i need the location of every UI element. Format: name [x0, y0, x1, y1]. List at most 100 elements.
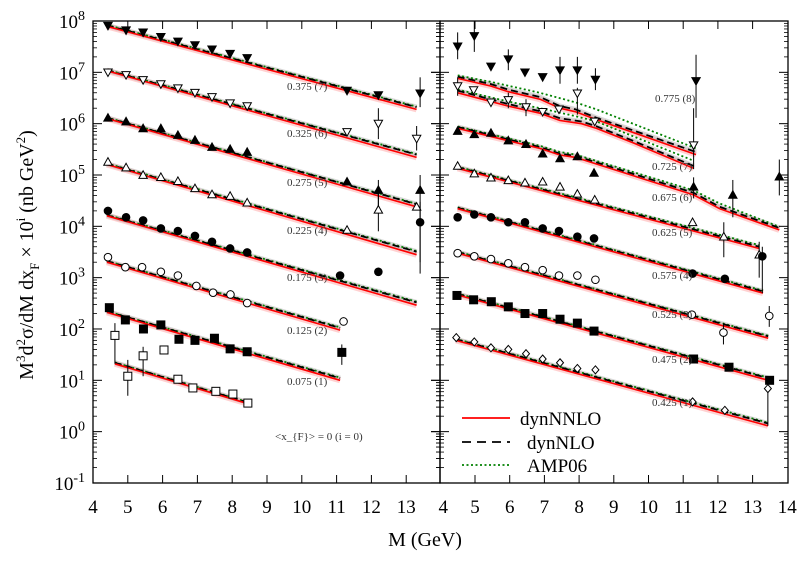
- data-point-open-down-triangle: [373, 119, 384, 129]
- data-point-filled-square: [337, 347, 347, 357]
- data-point-open-circle: [687, 310, 697, 319]
- data-point-open-circle: [339, 317, 348, 326]
- data-point-open-up-triangle: [687, 217, 698, 227]
- data-point-open-circle: [504, 259, 513, 268]
- data-point-open-diamond: [521, 348, 531, 359]
- dynNLO-curve: [455, 338, 769, 425]
- data-point-open-down-triangle: [138, 76, 149, 86]
- data-point-filled-down-triangle: [519, 68, 531, 78]
- dynNLO-curve: [106, 214, 417, 304]
- legend-label: dynNLO: [527, 433, 595, 454]
- data-point-open-up-triangle: [102, 156, 114, 166]
- data-point-filled-down-triangle: [189, 41, 201, 51]
- data-point-open-down-triangle: [102, 68, 114, 78]
- data-point-open-down-triangle: [589, 117, 600, 127]
- data-point-filled-square: [555, 314, 565, 324]
- dynNNLO-curve: [457, 92, 694, 170]
- data-point-open-down-triangle: [155, 80, 166, 90]
- data-point-open-down-triangle: [485, 98, 497, 108]
- data-point-filled-square: [242, 347, 252, 357]
- data-point-open-diamond: [591, 365, 600, 375]
- data-point-filled-circle: [554, 226, 564, 236]
- x-tick-label: 11: [327, 497, 345, 518]
- dynNLO-curve: [106, 116, 417, 206]
- data-point-filled-up-triangle: [688, 181, 699, 191]
- data-point-filled-down-triangle: [172, 37, 183, 47]
- data-point-filled-down-triangle: [155, 33, 166, 43]
- y-tick-label: 107: [59, 60, 85, 84]
- data-point-filled-circle: [486, 212, 496, 222]
- y-tick-label: 10-1: [54, 471, 85, 495]
- data-point-filled-circle: [470, 210, 479, 219]
- x-tick-label: 8: [227, 497, 237, 518]
- data-point-open-square: [188, 383, 198, 393]
- data-point-filled-down-triangle: [537, 73, 548, 83]
- data-point-filled-up-triangle: [485, 127, 497, 137]
- data-point-open-circle: [591, 275, 600, 285]
- data-point-filled-up-triangle: [138, 123, 149, 133]
- data-point-open-down-triangle: [572, 89, 583, 99]
- x-tick-label: 11: [674, 497, 692, 518]
- data-point-filled-down-triangle: [690, 77, 702, 87]
- dynNLO-curve: [106, 260, 341, 329]
- x-axis-label: M (GeV): [388, 529, 462, 551]
- dynNNLO-curve: [106, 163, 417, 256]
- data-point-filled-up-triangle: [341, 176, 353, 186]
- x-tick-label: 14: [778, 497, 798, 518]
- data-point-filled-up-triangle: [520, 138, 532, 148]
- x-tick-label: 10: [639, 497, 658, 518]
- dynNLO-curve: [457, 166, 760, 248]
- data-point-filled-square: [156, 320, 166, 330]
- data-point-filled-up-triangle: [206, 141, 218, 151]
- data-point-filled-up-triangle: [225, 143, 236, 153]
- x-tick-label: 10: [292, 497, 311, 518]
- data-point-open-square: [211, 386, 221, 396]
- data-point-filled-square: [469, 295, 479, 305]
- data-point-open-circle: [121, 262, 130, 272]
- series-label: 0.725 (7): [652, 161, 693, 173]
- data-point-filled-down-triangle: [572, 66, 583, 76]
- data-point-filled-circle: [103, 206, 113, 216]
- data-point-filled-circle: [225, 244, 235, 253]
- series-label: 0.425 (1): [652, 397, 693, 409]
- dynNNLO-curve: [457, 207, 764, 294]
- data-point-filled-down-triangle: [452, 42, 463, 52]
- dynNLO-curve: [457, 206, 764, 293]
- data-point-filled-square: [174, 334, 184, 344]
- data-point-filled-up-triangle: [102, 112, 114, 122]
- data-point-filled-up-triangle: [242, 146, 253, 156]
- data-point-open-diamond: [452, 332, 461, 343]
- data-point-open-circle: [538, 265, 547, 275]
- data-point-open-up-triangle: [718, 231, 729, 241]
- data-point-open-diamond: [720, 405, 730, 416]
- series-label: 0.475 (2): [652, 354, 693, 366]
- data-point-filled-down-triangle: [225, 49, 236, 59]
- data-point-filled-down-triangle: [415, 89, 426, 99]
- data-point-filled-square: [765, 375, 775, 385]
- data-point-open-diamond: [763, 383, 773, 394]
- data-point-open-circle: [242, 298, 252, 308]
- dynNNLO-curve: [114, 363, 249, 405]
- data-point-filled-square: [503, 302, 513, 312]
- data-point-open-square: [123, 371, 133, 381]
- data-point-filled-up-triangle: [554, 153, 566, 163]
- dynNNLO-curve: [106, 25, 417, 111]
- y-tick-label: 105: [59, 163, 85, 187]
- data-point-open-diamond: [688, 397, 697, 407]
- x-tick-label: 6: [505, 497, 515, 518]
- data-point-open-down-triangle: [468, 86, 479, 96]
- data-point-filled-down-triangle: [373, 91, 384, 101]
- data-point-filled-circle: [242, 248, 252, 257]
- data-point-open-square: [243, 398, 253, 408]
- series-label: 0.125 (2): [287, 325, 328, 337]
- data-point-open-down-triangle: [121, 71, 132, 81]
- data-point-filled-square: [520, 309, 530, 319]
- panel-left-border: [92, 20, 441, 484]
- data-point-filled-circle: [520, 217, 530, 227]
- x-tick-label: 9: [262, 497, 272, 518]
- data-point-open-up-triangle: [469, 168, 480, 178]
- data-point-open-square: [138, 351, 148, 361]
- data-point-open-circle: [192, 281, 201, 291]
- data-point-open-up-triangle: [206, 189, 218, 199]
- legend-label: AMP06: [527, 456, 587, 477]
